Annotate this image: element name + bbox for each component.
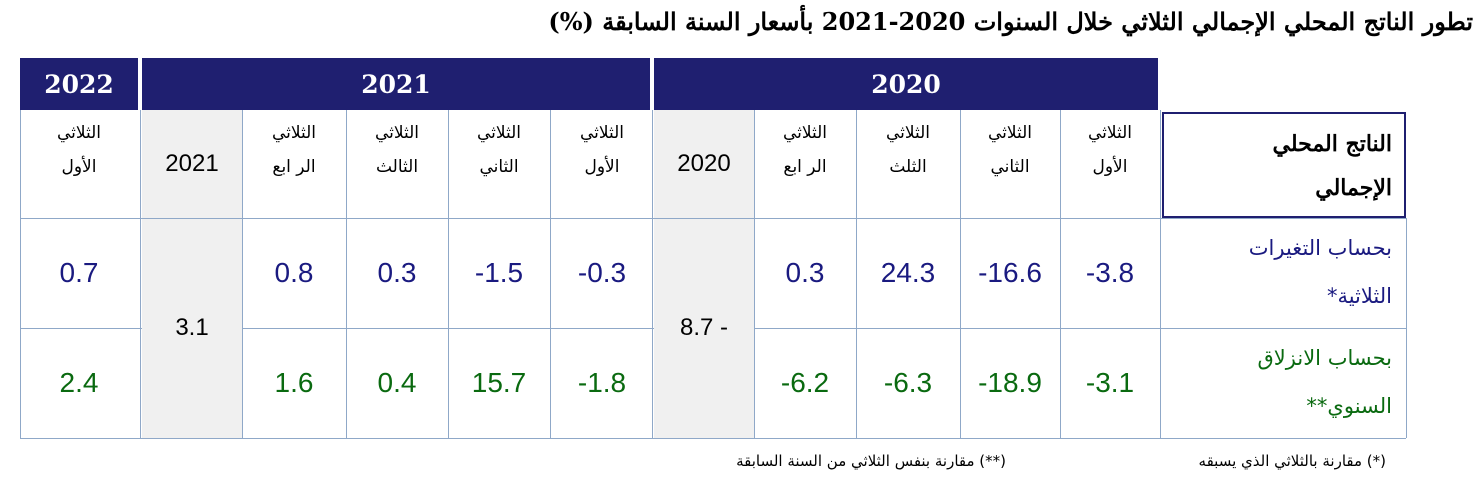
grid-line [754,110,755,438]
quarter-label: الثلاثي [885,123,931,143]
quarter-label: الثاني [479,157,519,177]
quarter-header-q1-2022: الثلاثي الأول [20,110,138,218]
annual-2021-value: 3.1 [142,218,242,438]
value-yoy-q1-2022: 2.4 [59,367,99,398]
grid-line [20,110,21,438]
value-qoq-q4-2021: 0.8 [274,257,314,288]
value-yoy-q4-2020: -6.2 [780,367,830,398]
annual-2020-header: 2020 [654,110,754,218]
row-label-yoy: بحساب الانزلاق السنوي** [1162,328,1406,438]
quarter-header-q3-2021: الثلاثي الثالث [346,110,448,218]
row-label-line: بحساب التغيرات [1248,236,1392,260]
quarter-header-q1-2020: الثلاثي الأول [1060,110,1160,218]
quarter-label: الأول [1092,157,1128,177]
value-yoy-q4-2021: 1.6 [274,367,314,398]
quarter-label: الر ابع [272,157,316,177]
quarter-label: الأول [584,157,620,177]
row-label-qoq: بحساب التغيرات الثلاثية* [1162,218,1406,328]
value-qoq-q4-2020: 0.3 [785,257,825,288]
quarter-label: الثلاثي [374,123,420,143]
grid-line [448,110,449,438]
quarter-label: الثلاثي [579,123,625,143]
quarter-label: الر ابع [783,157,827,177]
value-qoq-q2-2021: -1.5 [474,257,524,288]
value-yoy-q2-2021: 15.7 [471,367,527,398]
value-yoy-q2-2020: -18.9 [978,367,1042,398]
value-yoy-q1-2021: -1.8 [577,367,627,398]
value-qoq-q2-2020: -16.6 [978,257,1042,288]
row-label-line: الثلاثية* [1326,284,1392,308]
quarter-header-q2-2021: الثلاثي الثاني [448,110,550,218]
footnote-yoy: (**) مقارنة بنفس الثلاثي من السنة السابق… [736,452,1006,470]
quarter-label: الثالث [375,157,419,177]
value-yoy-q3-2020: -6.3 [883,367,933,398]
grid-line [20,438,1406,439]
quarter-label: الثلاثي [56,123,102,143]
year-header-2020: 2020 [654,58,1158,110]
annual-2021-header: 2021 [142,110,242,218]
value-yoy-q1-2020: -3.1 [1085,367,1135,398]
grid-line [652,110,653,438]
quarter-label: الثلاثي [1087,123,1133,143]
row-label-line: بحساب الانزلاق [1257,346,1393,370]
year-header-2022: 2022 [20,58,138,110]
table-title: تطور الناتج المحلي الإجمالي الثلاثي خلال… [273,4,1473,40]
quarter-header-q4-2021: الثلاثي الر ابع [242,110,346,218]
quarter-label: الثلاثي [476,123,522,143]
grid-line [20,218,1406,219]
value-qoq-q1-2020: -3.8 [1085,257,1135,288]
grid-line [140,110,141,438]
header-label-line: الإجمالي [1315,175,1392,201]
quarter-header-q3-2020: الثلاثي الثلث [856,110,960,218]
value-qoq-q3-2021: 0.3 [377,257,417,288]
year-header-2021: 2021 [142,58,650,110]
grid-line [20,328,142,329]
quarter-label: الثلاثي [271,123,317,143]
quarter-label: الثلاثي [782,123,828,143]
quarter-header-q1-2021: الثلاثي الأول [550,110,654,218]
header-label-line: الناتج المحلي [1272,131,1393,157]
quarter-label: الأول [61,157,97,177]
value-yoy-q3-2021: 0.4 [377,367,417,398]
grid-line [856,110,857,438]
value-qoq-q1-2021: -0.3 [577,257,627,288]
title-text: تطور الناتج المحلي الإجمالي الثلاثي خلال… [602,7,1473,36]
grid-line [242,110,243,438]
grid-line [550,110,551,438]
grid-line [1406,218,1407,438]
quarter-header-q2-2020: الثلاثي الثاني [960,110,1060,218]
gdp-header-label: الناتج المحلي الإجمالي [1162,112,1406,218]
grid-line [754,328,1406,329]
grid-line [346,110,347,438]
row-label-line: السنوي** [1306,394,1392,418]
grid-line [1160,110,1161,438]
value-qoq-q1-2022: 0.7 [59,257,99,288]
footnote-qoq: (*) مقارنة بالثلاثي الذي يسبقه [1198,452,1386,470]
quarter-label: الثلاثي [987,123,1033,143]
grid-line [960,110,961,438]
quarter-label: الثاني [990,157,1030,177]
quarter-header-q4-2020: الثلاثي الر ابع [754,110,856,218]
value-qoq-q3-2020: 24.3 [880,257,936,288]
grid-line [242,328,654,329]
annual-2020-value: 8.7 - [654,218,754,438]
quarter-label: الثلث [889,157,927,177]
title-percent: (%) [548,7,594,36]
grid-line [1060,110,1061,438]
